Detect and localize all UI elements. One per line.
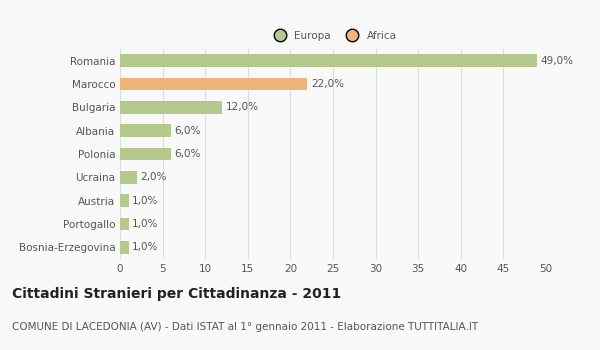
Text: 6,0%: 6,0% [175, 149, 201, 159]
Text: COMUNE DI LACEDONIA (AV) - Dati ISTAT al 1° gennaio 2011 - Elaborazione TUTTITAL: COMUNE DI LACEDONIA (AV) - Dati ISTAT al… [12, 322, 478, 332]
Text: 1,0%: 1,0% [132, 219, 158, 229]
Legend: Europa, Africa: Europa, Africa [268, 29, 398, 43]
Text: 12,0%: 12,0% [226, 102, 259, 112]
Bar [120, 78, 307, 90]
Text: 2,0%: 2,0% [140, 172, 167, 182]
Bar [120, 54, 538, 67]
Text: 1,0%: 1,0% [132, 242, 158, 252]
Text: 49,0%: 49,0% [541, 56, 574, 66]
Bar [120, 124, 171, 137]
Bar [120, 171, 137, 184]
Text: 6,0%: 6,0% [175, 126, 201, 136]
Text: Cittadini Stranieri per Cittadinanza - 2011: Cittadini Stranieri per Cittadinanza - 2… [12, 287, 341, 301]
Bar [120, 241, 128, 254]
Bar [120, 148, 171, 160]
Bar [120, 101, 222, 114]
Bar [120, 218, 128, 230]
Bar [120, 194, 128, 207]
Text: 1,0%: 1,0% [132, 196, 158, 206]
Text: 22,0%: 22,0% [311, 79, 344, 89]
